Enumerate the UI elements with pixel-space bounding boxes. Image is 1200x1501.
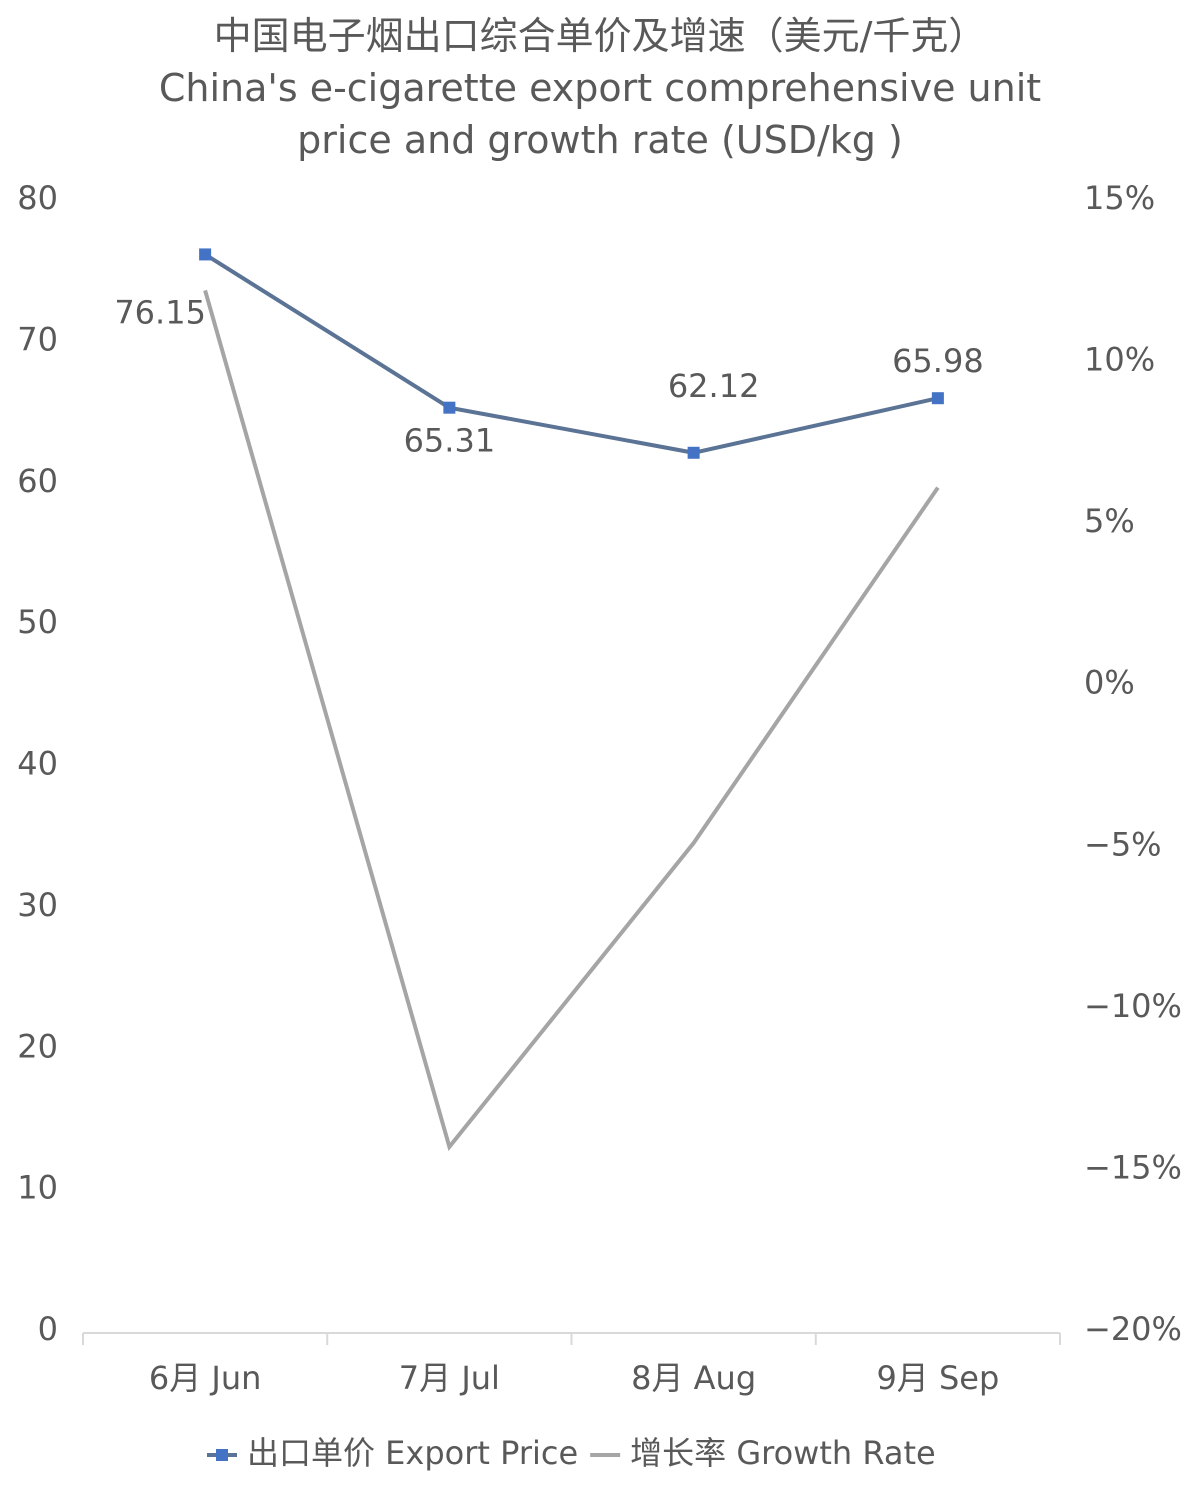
chart-subtitle: China's e-cigarette export comprehensive…	[158, 66, 1042, 162]
y2-tick-label: −15%	[1084, 1148, 1182, 1186]
legend-label: 出口单价 Export Price	[247, 1434, 578, 1472]
x-tick-label: 7月 Jul	[399, 1359, 500, 1397]
y2-tick-label: −10%	[1084, 987, 1182, 1025]
y-tick-label: 20	[17, 1027, 58, 1065]
y-tick-label: 80	[17, 179, 58, 217]
data-label: 65.31	[404, 422, 496, 460]
y-tick-label: 30	[17, 886, 58, 924]
chart-title: 中国电子烟出口综合单价及增速（美元/千克）	[213, 14, 987, 58]
y-tick-label: 50	[17, 603, 58, 641]
y2-tick-label: −20%	[1084, 1310, 1182, 1348]
marker	[931, 392, 944, 405]
y2-tick-label: −5%	[1084, 825, 1162, 863]
y-tick-label: 10	[17, 1169, 58, 1207]
series-line	[204, 252, 939, 455]
y2-tick-label: 10%	[1084, 341, 1155, 379]
x-tick-label: 9月 Sep	[876, 1359, 999, 1397]
marker	[199, 248, 212, 261]
y-tick-label: 40	[17, 745, 58, 783]
y-tick-label: 70	[17, 320, 58, 358]
data-label: 65.98	[892, 342, 984, 380]
legend-label: 增长率 Growth Rate	[630, 1434, 936, 1472]
data-label: 62.12	[668, 367, 760, 405]
marker	[443, 401, 456, 414]
y2-tick-label: 0%	[1084, 664, 1135, 702]
x-tick-label: 8月 Aug	[631, 1359, 756, 1397]
titles: 中国电子烟出口综合单价及增速（美元/千克） China's e-cigarett…	[100, 10, 1100, 166]
y-tick-label: 0	[38, 1310, 58, 1348]
x-tick-label: 6月 Jun	[149, 1359, 262, 1397]
y-tick-label: 60	[17, 462, 58, 500]
series-line	[203, 289, 940, 1152]
legend-marker	[216, 1449, 228, 1461]
y2-tick-label: 5%	[1084, 502, 1135, 540]
y2-tick-label: 15%	[1084, 179, 1155, 217]
data-label: 76.15	[114, 293, 206, 331]
marker	[687, 446, 700, 459]
